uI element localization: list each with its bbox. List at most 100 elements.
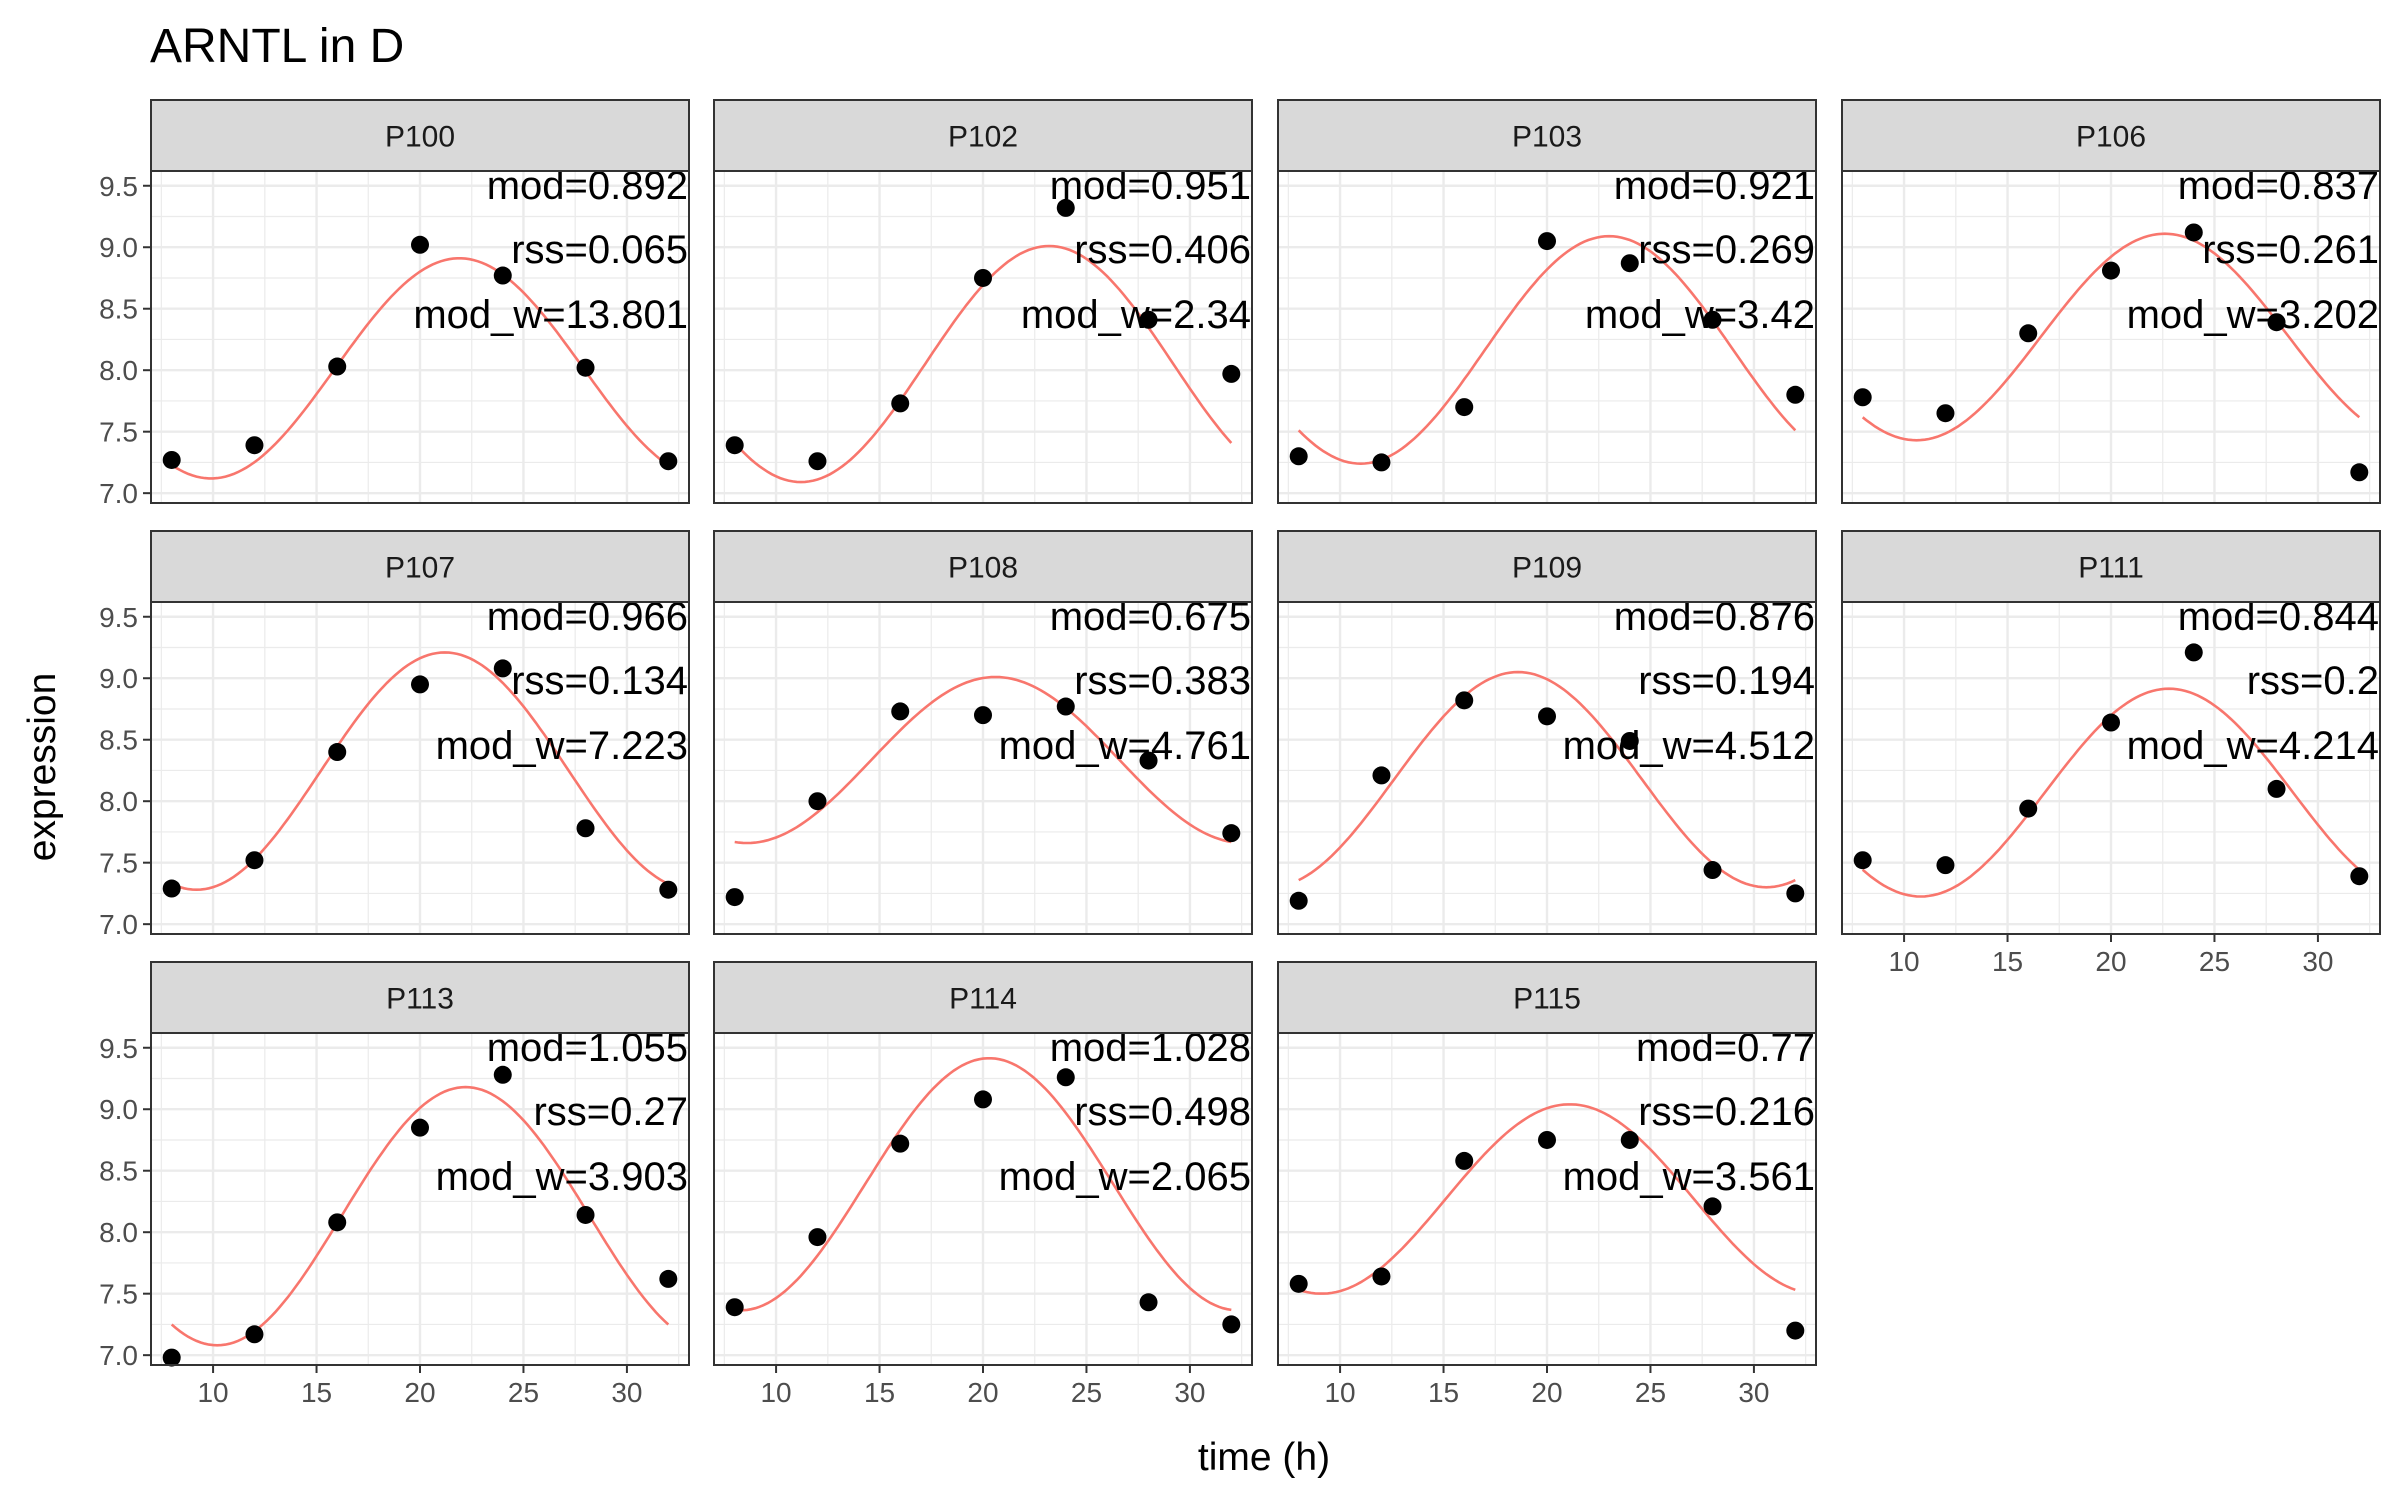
facet-grid: P100mod=0.892rss=0.065mod_w=13.8017.07.5… (99, 99, 2381, 1408)
panel-border (713, 601, 1253, 935)
y-tick-label: 9.0 (99, 663, 138, 694)
y-tick-label: 7.5 (99, 848, 138, 879)
data-point (328, 743, 347, 762)
data-point (162, 879, 181, 898)
data-point (1455, 691, 1474, 710)
data-point (808, 452, 827, 471)
panel-border (1841, 170, 2381, 504)
data-point (725, 436, 744, 455)
data-point (576, 1205, 595, 1224)
strip-background (1277, 961, 1817, 1034)
annotation-rss: rss=0.261 (2202, 228, 2379, 272)
x-tick-label: 30 (611, 1377, 642, 1408)
data-point (1620, 731, 1639, 750)
data-point (725, 1298, 744, 1317)
data-point (328, 357, 347, 376)
data-point (1139, 1293, 1158, 1312)
x-tick-label: 30 (1738, 1377, 1769, 1408)
panel-P113: P113mod=1.055rss=0.27mod_w=3.9037.07.58.… (99, 961, 690, 1408)
annotation-mod-w: mod_w=2.065 (999, 1155, 1251, 1199)
data-point (2019, 324, 2038, 343)
data-point (1703, 861, 1722, 880)
strip-label: P114 (949, 983, 1017, 1016)
x-tick-label: 25 (508, 1377, 539, 1408)
strip-label: P107 (385, 552, 455, 585)
data-point (891, 702, 910, 721)
data-point (1786, 884, 1805, 903)
data-point (1056, 198, 1075, 217)
y-tick-label: 8.5 (99, 294, 138, 325)
y-tick-label: 9.5 (99, 171, 138, 202)
data-point (2019, 799, 2038, 818)
data-point (493, 659, 512, 678)
annotation-rss: rss=0.134 (511, 659, 688, 703)
data-point (1620, 1130, 1639, 1149)
data-point (328, 1213, 347, 1232)
data-point (1222, 824, 1241, 843)
data-point (2102, 713, 2120, 732)
panel-border (1277, 170, 1817, 504)
data-point (1538, 1130, 1556, 1149)
strip-label: P113 (386, 983, 454, 1016)
annotation-mod-w: mod_w=2.34 (1021, 293, 1251, 337)
data-point (1455, 1151, 1474, 1170)
x-tick-label: 30 (1174, 1377, 1205, 1408)
data-point (1056, 697, 1075, 716)
x-tick-label: 15 (864, 1377, 895, 1408)
x-tick-label: 10 (1324, 1377, 1355, 1408)
panel-P100: P100mod=0.892rss=0.065mod_w=13.8017.07.5… (99, 99, 690, 509)
data-point (1936, 856, 1955, 875)
data-point (1853, 851, 1872, 870)
strip-background (1277, 99, 1817, 172)
x-tick-label: 10 (197, 1377, 228, 1408)
strip-label: P106 (2076, 121, 2146, 154)
data-point (245, 436, 264, 455)
data-point (1936, 404, 1955, 423)
data-point (1056, 1068, 1075, 1087)
y-tick-label: 7.5 (99, 417, 138, 448)
annotation-rss: rss=0.269 (1638, 228, 1815, 272)
strip-label: P100 (385, 121, 455, 154)
x-tick-label: 25 (1635, 1377, 1666, 1408)
data-point (808, 792, 827, 811)
chart-title: ARNTL in D (150, 20, 404, 73)
y-tick-label: 7.0 (99, 909, 138, 940)
annotation-rss: rss=0.498 (1074, 1090, 1251, 1134)
data-point (2102, 261, 2120, 280)
data-point (1139, 751, 1158, 770)
y-tick-label: 8.5 (99, 725, 138, 756)
annotation-mod-w: mod_w=3.42 (1585, 293, 1815, 337)
data-point (1289, 447, 1308, 466)
data-point (1786, 385, 1805, 404)
strip-label: P108 (948, 552, 1018, 585)
data-point (162, 450, 181, 469)
data-point (2350, 463, 2369, 482)
data-point (659, 452, 678, 471)
data-point (725, 888, 744, 907)
y-tick-label: 9.5 (99, 1033, 138, 1064)
data-point (2184, 223, 2203, 242)
data-point (1222, 1315, 1241, 1334)
strip-label: P103 (1512, 121, 1582, 154)
x-tick-label: 15 (1992, 946, 2023, 977)
data-point (1372, 1267, 1391, 1286)
data-point (891, 1134, 910, 1153)
y-tick-label: 7.5 (99, 1279, 138, 1310)
data-point (1620, 254, 1639, 273)
data-point (576, 819, 595, 838)
annotation-rss: rss=0.27 (533, 1090, 688, 1134)
annotation-mod-w: mod_w=4.512 (1563, 724, 1815, 768)
fit-curve (734, 675, 1232, 845)
x-tick-label: 10 (1888, 946, 1919, 977)
panel-border (1277, 601, 1817, 935)
strip-background (713, 530, 1253, 603)
x-tick-label: 25 (2199, 946, 2230, 977)
annotation-mod-w: mod_w=4.761 (999, 724, 1251, 768)
x-tick-label: 10 (760, 1377, 791, 1408)
annotation-rss: rss=0.383 (1074, 659, 1251, 703)
data-point (2267, 313, 2286, 332)
strip-background (150, 961, 690, 1034)
